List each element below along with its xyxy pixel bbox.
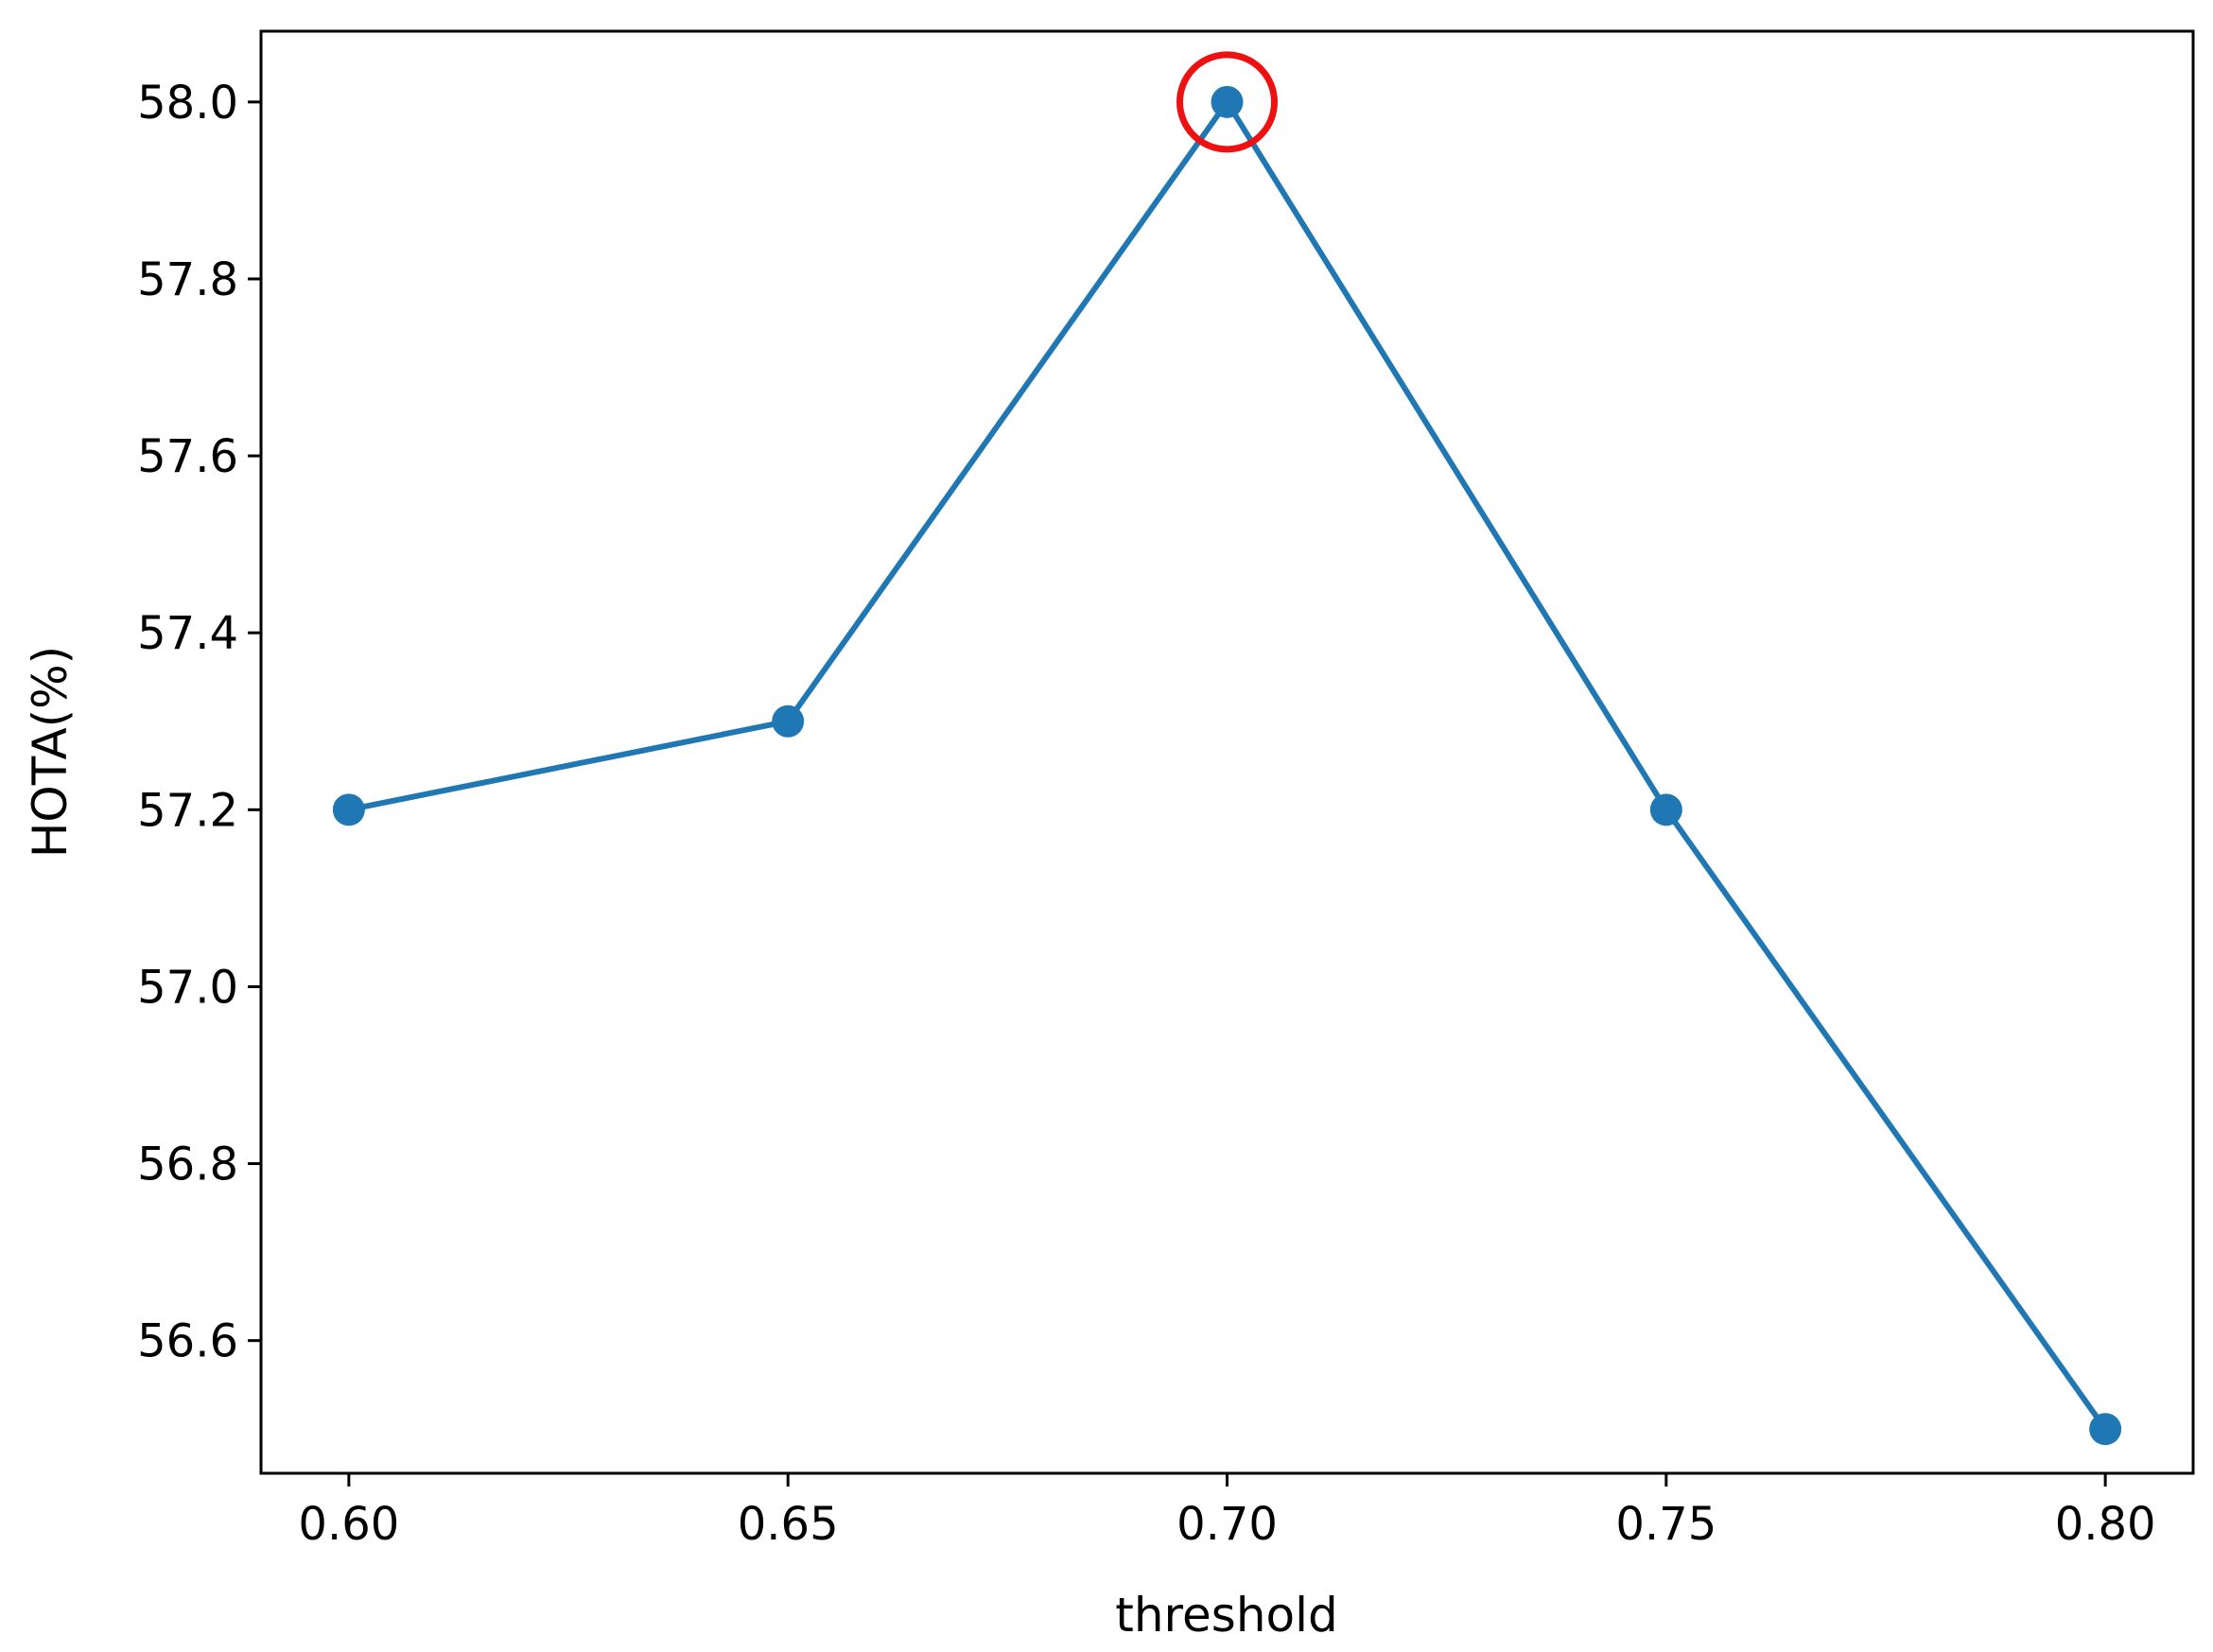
- y-tick-label: 57.4: [137, 607, 238, 660]
- data-point: [1649, 793, 1682, 826]
- data-point: [332, 793, 365, 826]
- y-axis-label: HOTA(%): [23, 646, 78, 858]
- x-axis: 0.60 0.65 0.70 0.75 0.80: [298, 1473, 2156, 1551]
- y-tick-label: 58.0: [137, 77, 238, 130]
- data-point: [772, 704, 805, 738]
- x-tick-label: 0.80: [2055, 1498, 2156, 1551]
- plot-area: [332, 51, 2122, 1446]
- x-tick-label: 0.70: [1176, 1498, 1278, 1551]
- x-tick-label: 0.75: [1615, 1498, 1716, 1551]
- y-tick-label: 57.8: [137, 253, 238, 306]
- data-point: [2089, 1413, 2122, 1446]
- y-tick-label: 57.6: [137, 430, 238, 483]
- y-tick-label: 56.6: [137, 1315, 238, 1368]
- x-tick-label: 0.65: [738, 1498, 839, 1551]
- data-point: [1211, 85, 1244, 118]
- x-axis-label: threshold: [1115, 1588, 1337, 1643]
- y-tick-label: 56.8: [137, 1139, 238, 1191]
- y-tick-label: 57.0: [137, 961, 238, 1014]
- max-point-highlight-ring: [1176, 51, 1278, 153]
- y-axis: 56.6 56.8 57.0 57.2 57.4 57.6 57.8 58.0: [137, 77, 261, 1368]
- y-tick-label: 57.2: [137, 784, 238, 837]
- x-tick-label: 0.60: [298, 1498, 399, 1551]
